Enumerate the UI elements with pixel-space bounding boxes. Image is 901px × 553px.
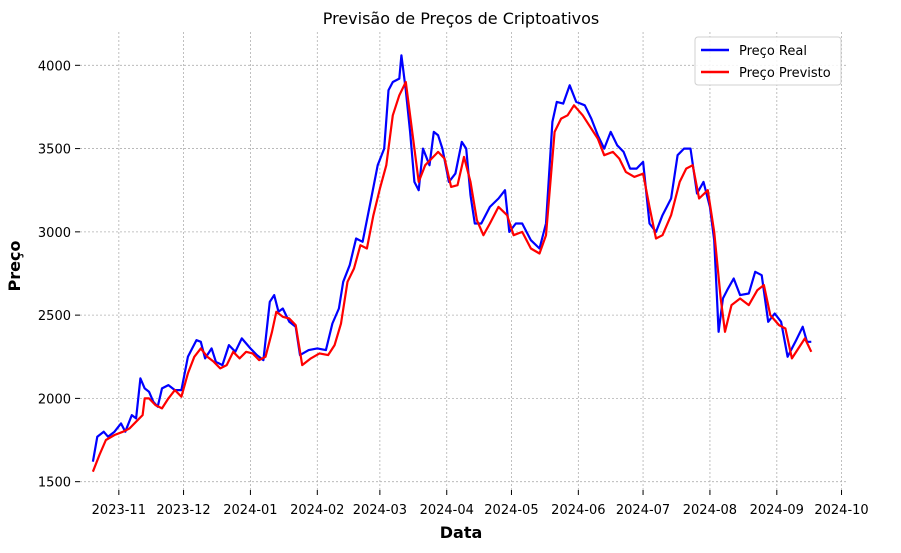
legend-label-predicted: Preço Previsto <box>739 66 831 81</box>
x-tick-label: 2024-02 <box>290 503 344 518</box>
y-axis-label: Preço <box>5 241 24 292</box>
y-tick-label: 4000 <box>38 59 71 74</box>
x-tick-label: 2023-12 <box>156 503 210 518</box>
x-tick-label: 2024-10 <box>814 503 868 518</box>
x-tick-label: 2024-08 <box>683 503 737 518</box>
y-tick-label: 2500 <box>38 309 71 324</box>
series-line-real <box>91 54 812 462</box>
x-tick-label: 2024-04 <box>420 503 474 518</box>
series-layer <box>91 54 813 473</box>
x-axis-label: Data <box>440 523 483 542</box>
grid <box>80 32 848 490</box>
y-tick-label: 2000 <box>38 392 71 407</box>
legend: Preço Real Preço Previsto <box>694 36 842 86</box>
y-tick-label: 1500 <box>38 476 71 491</box>
x-tick-label: 2024-05 <box>484 503 538 518</box>
legend-label-real: Preço Real <box>739 44 807 59</box>
x-tick-label: 2024-01 <box>223 503 277 518</box>
tick-layer: 2023-11 2023-12 2024-01 2024-02 2024-03 2024-… <box>38 59 869 518</box>
x-tick-label: 2024-03 <box>353 503 407 518</box>
legend-box <box>694 36 842 86</box>
x-tick-label: 2024-06 <box>551 503 605 518</box>
x-tick-label: 2024-07 <box>616 503 670 518</box>
y-tick-label: 3500 <box>38 143 71 158</box>
series-line-predicted <box>91 80 813 473</box>
x-tick-label: 2024-09 <box>750 503 804 518</box>
x-tick-label: 2023-11 <box>92 503 146 518</box>
chart-title: Previsão de Preços de Criptoativos <box>323 9 600 28</box>
y-tick-label: 3000 <box>38 226 71 241</box>
